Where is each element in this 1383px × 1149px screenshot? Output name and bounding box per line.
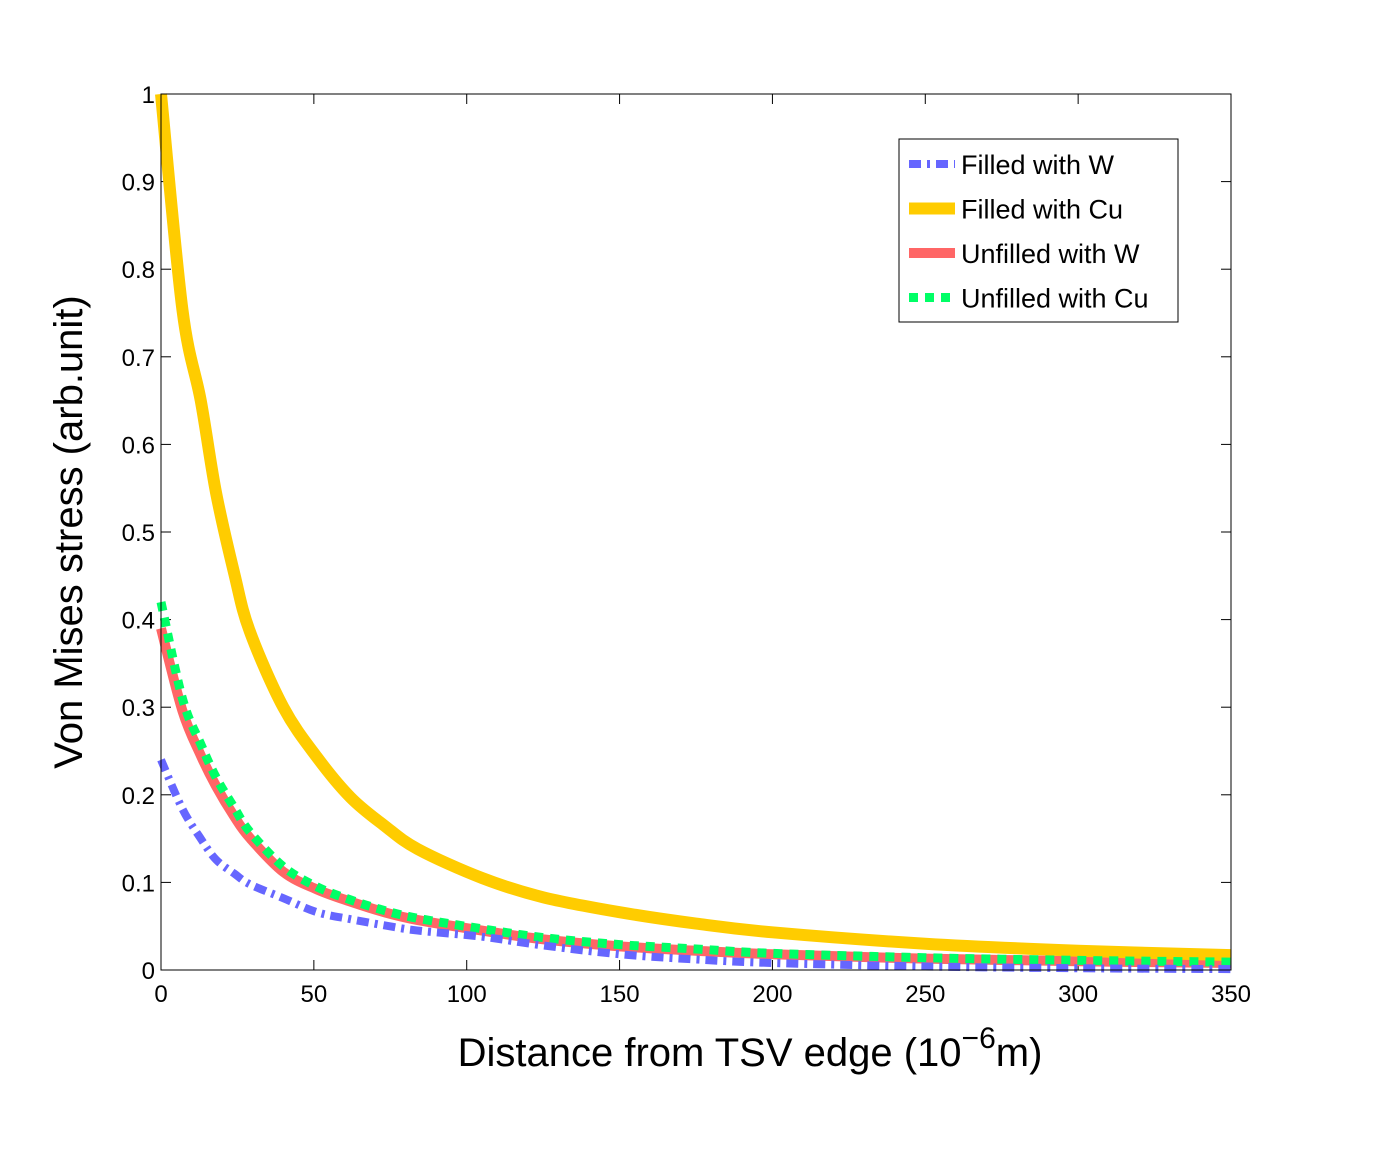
x-tick-label: 100 <box>447 981 487 1008</box>
y-tick-label: 0.2 <box>122 783 155 810</box>
y-tick-label: 0.6 <box>122 432 155 459</box>
x-tick-label: 300 <box>1058 981 1098 1008</box>
plot-frame <box>160 93 1232 971</box>
legend: Filled with W Filled with Cu Unfilled with… <box>898 138 1179 323</box>
legend-label: Filled with W <box>961 150 1115 180</box>
y-tick-label: 0.4 <box>122 608 155 635</box>
series-line-unfilled-with-cu <box>156 601 1232 967</box>
y-tick-label: 0.7 <box>122 345 155 372</box>
series-line-filled-with-cu <box>155 93 1232 962</box>
x-tick-label: 350 <box>1211 981 1251 1008</box>
series-line-filled-with-w <box>157 758 1232 974</box>
legend-label: Filled with Cu <box>961 195 1123 225</box>
y-axis-label: Von Mises stress (arb.unit) <box>47 295 91 769</box>
y-tick-label: 1 <box>142 82 155 109</box>
legend-label: Unfilled with Cu <box>961 284 1149 314</box>
x-axis-label: Distance from TSV edge (10−6m) <box>458 1022 1043 1075</box>
y-tick-label: 0.5 <box>122 520 155 547</box>
curves <box>155 93 1232 974</box>
y-tick-label: 0.9 <box>122 170 155 197</box>
y-tick-label: 0 <box>142 958 155 985</box>
x-tick-label: 200 <box>752 981 792 1008</box>
x-tick-label: 0 <box>154 981 167 1008</box>
x-tick-label: 150 <box>600 981 640 1008</box>
legend-box <box>898 138 1179 323</box>
y-tick-label: 0.8 <box>122 257 155 284</box>
y-tick-label: 0.1 <box>122 870 155 897</box>
x-tick-label: 50 <box>301 981 328 1008</box>
x-tick-label: 250 <box>905 981 945 1008</box>
ticks: 0 50 100 150 200 250 300 350 0 0.1 0.2 0.3 0.4 0.5 0.6… <box>122 82 1251 1008</box>
legend-label: Unfilled with W <box>961 239 1140 269</box>
y-tick-label: 0.3 <box>122 695 155 722</box>
